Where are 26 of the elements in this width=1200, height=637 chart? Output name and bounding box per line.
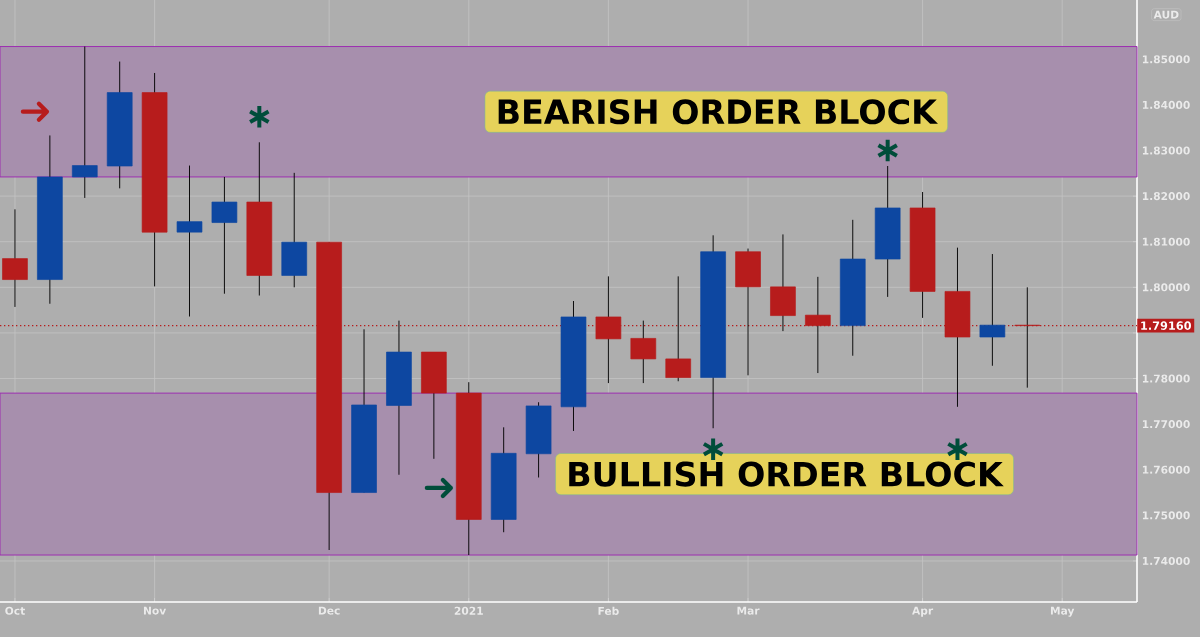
y-axis-title: AUD	[1153, 10, 1179, 19]
x-tick-label: 2021	[454, 606, 483, 615]
candlestick	[71, 46, 98, 199]
y-tick-label: 1.77000	[1142, 420, 1190, 429]
y-tick-label: 1.85000	[1142, 55, 1190, 64]
ref-line-label: 1.79160	[1141, 321, 1192, 330]
y-tick-label: 1.75000	[1142, 511, 1190, 520]
candlestick	[176, 165, 203, 317]
x-tick-label: Oct	[5, 606, 25, 615]
x-tick-label: Mar	[737, 606, 760, 615]
band-label: BULLISH ORDER BLOCK	[569, 461, 1004, 487]
band-label: BEARISH ORDER BLOCK	[498, 99, 938, 125]
x-tick-label: Dec	[318, 606, 340, 615]
y-tick-label: 1.82000	[1142, 192, 1190, 201]
y-tick-label: 1.74000	[1142, 556, 1190, 565]
x-tick-label: Nov	[143, 606, 167, 615]
y-tick-label: 1.84000	[1142, 100, 1190, 109]
y-tick-label: 1.83000	[1142, 146, 1190, 155]
y-tick-label: 1.80000	[1142, 283, 1190, 292]
x-tick-label: Feb	[598, 606, 619, 615]
x-tick-label: Apr	[912, 606, 934, 617]
y-tick-label: 1.76000	[1142, 465, 1190, 474]
candlestick	[979, 253, 1006, 367]
y-tick-label: 1.81000	[1142, 237, 1190, 246]
x-tick-label: May	[1050, 606, 1075, 617]
y-tick-label: 1.78000	[1142, 374, 1190, 383]
